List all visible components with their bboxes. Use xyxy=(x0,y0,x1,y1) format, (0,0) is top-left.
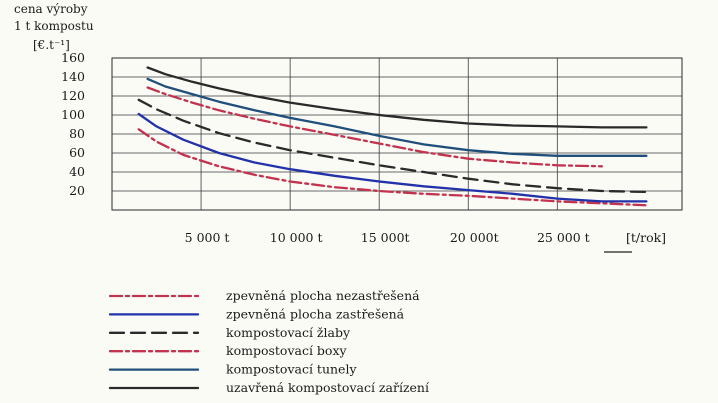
x-unit-label: [t/rok] xyxy=(626,230,666,245)
legend-label-4: kompostovací tunely xyxy=(226,362,357,377)
x-tick-label-0: 5 000 t xyxy=(185,230,230,245)
y-unit-line-3: [€.t⁻¹] xyxy=(33,38,70,52)
x-tick-label-3: 20 000t xyxy=(450,230,499,245)
y-tick-label-3: 80 xyxy=(69,126,85,141)
series-lines xyxy=(137,66,648,207)
y-tick-label-5: 120 xyxy=(61,88,85,103)
x-tick-label-2: 15 000t xyxy=(361,230,410,245)
series-line-5 xyxy=(146,66,648,129)
x-tick-labels: 5 000 t 10 000 t 15 000t 20 000t 25 000 t xyxy=(185,230,590,245)
legend-label-2: kompostovací žlaby xyxy=(226,325,351,340)
legend: zpevněná plocha nezastřešená zpevněná plo… xyxy=(108,288,430,395)
legend-label-5: uzavřená kompostovací zařízení xyxy=(226,380,430,395)
y-unit-line-1: cena výroby xyxy=(14,2,88,16)
y-tick-label-7: 160 xyxy=(61,50,85,65)
x-tick-label-4: 25 000 t xyxy=(537,230,590,245)
y-tick-labels: 20 40 60 80 100 120 140 160 xyxy=(61,50,85,198)
legend-label-3: kompostovací boxy xyxy=(226,343,348,358)
grid xyxy=(112,58,682,210)
series-line-1 xyxy=(137,112,648,203)
x-tick-label-1: 10 000 t xyxy=(270,230,323,245)
y-tick-label-0: 20 xyxy=(69,183,85,198)
series-line-0 xyxy=(137,128,648,207)
series-line-3 xyxy=(146,86,603,168)
y-tick-label-4: 100 xyxy=(61,107,85,122)
series-line-4 xyxy=(146,77,648,157)
y-unit-line-2: 1 t kompostu xyxy=(14,19,94,33)
legend-label-0: zpevněná plocha nezastřešená xyxy=(226,288,420,303)
legend-label-1: zpevněná plocha zastřešená xyxy=(226,306,405,321)
y-tick-label-6: 140 xyxy=(61,69,85,84)
series-line-2 xyxy=(137,98,648,194)
y-tick-label-2: 60 xyxy=(69,145,85,160)
y-tick-label-1: 40 xyxy=(69,164,85,179)
